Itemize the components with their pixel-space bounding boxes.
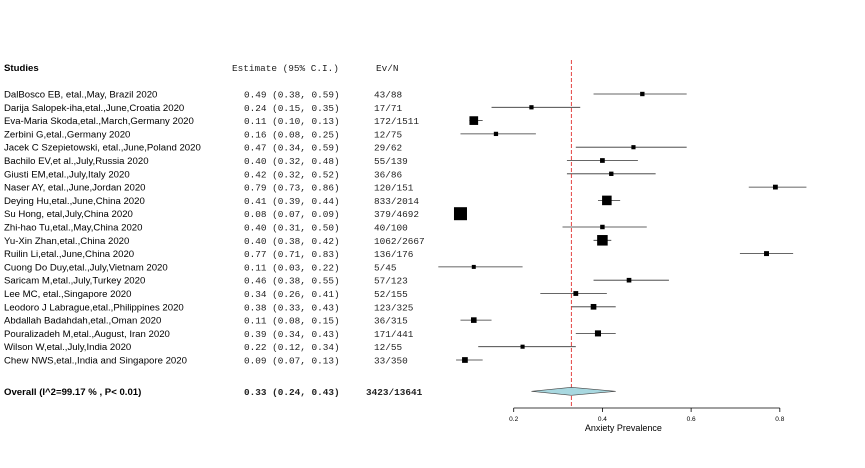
study-label: Deying Hu,etal.,June,China 2020 xyxy=(4,196,145,207)
study-label: Eva-Maria Skoda,etal.,March,Germany 2020 xyxy=(4,116,194,127)
study-evn: 33/350 xyxy=(374,356,408,367)
study-label: Giusti EM,etal.,July,Italy 2020 xyxy=(4,169,130,180)
study-point xyxy=(609,171,614,176)
study-label: Wilson W,etal.,July,India 2020 xyxy=(4,342,131,353)
study-evn: 36/86 xyxy=(374,169,403,180)
study-point xyxy=(493,131,499,137)
overall-estimate: 0.33 (0.24, 0.43) xyxy=(244,387,340,398)
study-label: Ruilin Li,etal.,June,China 2020 xyxy=(4,249,134,260)
study-evn: 1062/2667 xyxy=(374,236,425,247)
study-evn: 29/62 xyxy=(374,143,402,154)
study-evn: 36/315 xyxy=(374,316,408,327)
study-label: Jacek C Szepietowski, etal.,June,Poland … xyxy=(4,143,201,154)
x-tick-label: 0.6 xyxy=(687,416,696,423)
study-point xyxy=(597,235,608,246)
study-estimate: 0.41 (0.39, 0.44) xyxy=(244,196,340,207)
study-evn: 43/88 xyxy=(374,90,403,101)
overall-label: Overall (I^2=99.17 % , P< 0.01) xyxy=(4,387,141,398)
study-evn: 17/71 xyxy=(374,103,403,114)
study-point xyxy=(602,195,612,206)
study-label: Abdallah Badahdah,etal.,Oman 2020 xyxy=(4,316,161,327)
overall-diamond xyxy=(531,386,616,396)
study-point xyxy=(772,184,778,190)
x-axis-ticks: 0.2 0.4 0.6 0.8 xyxy=(509,408,785,423)
study-estimate: 0.16 (0.08, 0.25) xyxy=(244,129,340,140)
study-point xyxy=(470,317,477,323)
study-evn: 136/176 xyxy=(374,249,414,260)
study-point xyxy=(471,264,476,269)
study-estimate: 0.34 (0.26, 0.41) xyxy=(244,289,340,300)
study-estimate: 0.77 (0.71, 0.83) xyxy=(244,249,340,260)
study-estimate: 0.11 (0.10, 0.13) xyxy=(244,116,340,127)
study-estimate: 0.22 (0.12, 0.34) xyxy=(244,342,340,353)
study-estimate: 0.11 (0.03, 0.22) xyxy=(244,262,340,273)
x-tick-label: 0.4 xyxy=(598,416,607,423)
study-point xyxy=(469,116,479,125)
study-point xyxy=(594,330,602,337)
study-estimate: 0.49 (0.38, 0.59) xyxy=(244,90,340,101)
study-label: Darija Salopek-iha,etal.,June,Croatia 20… xyxy=(4,103,184,114)
study-estimate: 0.08 (0.07, 0.09) xyxy=(244,209,340,220)
study-evn: 5/45 xyxy=(374,262,397,273)
study-label: DalBosco EB, etal.,May, Brazil 2020 xyxy=(4,90,157,101)
study-point xyxy=(462,357,468,363)
study-label: Lee MC, etal.,Singapore 2020 xyxy=(4,289,131,300)
study-evn: 120/151 xyxy=(374,183,414,194)
study-evn: 40/100 xyxy=(374,223,408,234)
study-label: Zerbini G,etal.,Germany 2020 xyxy=(4,129,130,140)
study-rows: DalBosco EB, etal.,May, Brazil 2020 0.49 … xyxy=(4,90,807,367)
study-estimate: 0.79 (0.73, 0.86) xyxy=(244,183,340,194)
study-evn: 379/4692 xyxy=(374,209,419,220)
study-point xyxy=(590,303,597,310)
study-label: Zhi-hao Tu,etal.,May,China 2020 xyxy=(4,223,142,234)
study-estimate: 0.47 (0.34, 0.59) xyxy=(244,143,340,154)
study-label: Leodoro J Labrague,etal.,Philippines 202… xyxy=(4,302,184,313)
study-estimate: 0.38 (0.33, 0.43) xyxy=(244,302,340,313)
study-label: Yu-Xin Zhan,etal.,China 2020 xyxy=(4,236,129,247)
study-evn: 57/123 xyxy=(374,276,408,287)
study-estimate: 0.40 (0.38, 0.42) xyxy=(244,236,340,247)
study-evn: 52/155 xyxy=(374,289,408,300)
header-estimate: Estimate (95% C.I.) xyxy=(232,63,339,74)
study-label: Bachilo EV,et al.,July,Russia 2020 xyxy=(4,156,149,167)
study-point xyxy=(529,105,534,110)
study-label: Su Hong, etal,July,China 2020 xyxy=(4,209,133,220)
study-estimate: 0.42 (0.32, 0.52) xyxy=(244,169,340,180)
study-point xyxy=(453,207,467,221)
study-estimate: 0.46 (0.38, 0.55) xyxy=(244,276,340,287)
study-point xyxy=(520,344,525,349)
study-estimate: 0.40 (0.31, 0.50) xyxy=(244,223,340,234)
study-evn: 171/441 xyxy=(374,329,414,340)
study-point xyxy=(600,224,605,230)
study-label: Chew NWS,etal.,India and Singapore 2020 xyxy=(4,356,187,367)
x-tick-label: 0.8 xyxy=(775,416,784,423)
study-evn: 55/139 xyxy=(374,156,408,167)
study-evn: 833/2014 xyxy=(374,196,419,207)
study-estimate: 0.40 (0.32, 0.48) xyxy=(244,156,340,167)
study-estimate: 0.24 (0.15, 0.35) xyxy=(244,103,340,114)
study-evn: 123/325 xyxy=(374,302,414,313)
header-evn: Ev/N xyxy=(376,63,399,74)
study-point xyxy=(600,158,605,163)
study-label: Naser AY, etal.,June,Jordan 2020 xyxy=(4,183,146,194)
study-estimate: 0.39 (0.34, 0.43) xyxy=(244,329,340,340)
study-label: Pouralizadeh M,etal.,August, Iran 2020 xyxy=(4,329,170,340)
study-evn: 12/55 xyxy=(374,342,403,353)
study-point xyxy=(631,145,636,150)
study-point xyxy=(626,277,632,283)
x-axis-label: Anxiety Prevalence xyxy=(585,423,662,433)
study-label: Cuong Do Duy,etal.,July,Vietnam 2020 xyxy=(4,262,168,273)
overall-evn: 3423/13641 xyxy=(366,387,423,398)
header-studies: Studies xyxy=(4,63,39,74)
study-label: Saricam M,etal.,July,Turkey 2020 xyxy=(4,276,145,287)
study-point xyxy=(764,251,769,257)
x-tick-label: 0.2 xyxy=(509,416,518,423)
study-evn: 12/75 xyxy=(374,129,403,140)
study-evn: 172/1511 xyxy=(374,116,419,127)
study-estimate: 0.11 (0.08, 0.15) xyxy=(244,316,340,327)
study-estimate: 0.09 (0.07, 0.13) xyxy=(244,356,340,367)
study-point xyxy=(573,291,579,296)
study-point xyxy=(640,91,645,97)
